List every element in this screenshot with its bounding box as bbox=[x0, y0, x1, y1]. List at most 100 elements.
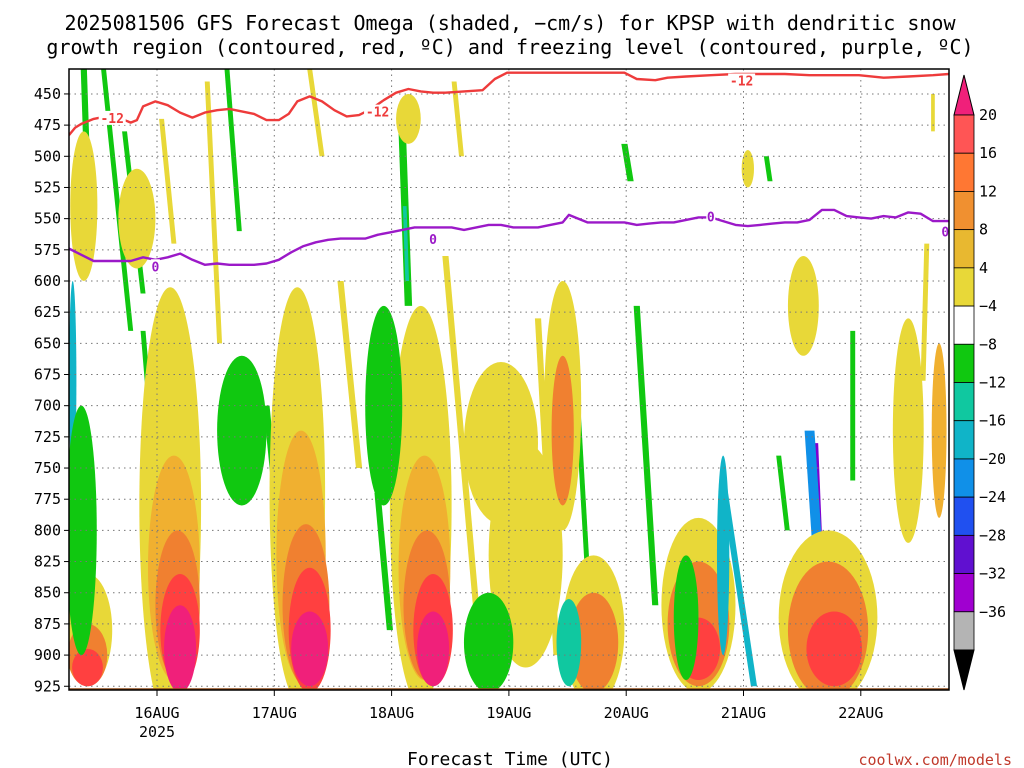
y-tick-label: 650 bbox=[34, 334, 61, 352]
y-tick-label: 725 bbox=[34, 428, 61, 446]
contour-label: 0 bbox=[429, 233, 437, 248]
x-tick-label: 19AUG bbox=[486, 704, 531, 722]
colorbar-label: −36 bbox=[979, 603, 1006, 621]
colorbar-segment bbox=[953, 458, 975, 498]
contour-label: 0 bbox=[151, 260, 159, 275]
omega-streak-6 bbox=[763, 156, 773, 182]
contour-label: -12 bbox=[100, 112, 123, 127]
contour-label-bg bbox=[150, 259, 160, 274]
colorbar-label: 8 bbox=[979, 221, 988, 239]
omega-blob-4 bbox=[164, 605, 197, 690]
y-tick-label: 900 bbox=[34, 646, 61, 664]
plot-area: -12 -12 -12 0 0 0 0 bbox=[68, 68, 950, 691]
y-tick-label: 825 bbox=[34, 553, 61, 571]
omega-streak-5 bbox=[402, 206, 410, 281]
y-tick-label: 775 bbox=[34, 490, 61, 508]
colorbar-segment bbox=[953, 611, 975, 651]
y-axis-ticks: 450 475 500 525 550 575 600 625 650 675 700 725 750 7… bbox=[34, 85, 69, 695]
temperature-contours: -12 -12 -12 0 0 0 0 bbox=[69, 71, 949, 275]
colorbar-label: −4 bbox=[979, 297, 997, 315]
colorbar-bottom-arrow bbox=[953, 649, 975, 691]
colorbar-segment bbox=[953, 382, 975, 422]
colorbar-label: −20 bbox=[979, 450, 1006, 468]
omega-streak-22 bbox=[307, 69, 325, 157]
colorbar-label: 12 bbox=[979, 182, 997, 200]
y-tick-label: 475 bbox=[34, 116, 61, 134]
x-tick-year: 2025 bbox=[139, 723, 175, 741]
x-tick-label: 21AUG bbox=[721, 704, 766, 722]
x-axis-label: Forecast Time (UTC) bbox=[407, 749, 613, 768]
y-tick-label: 850 bbox=[34, 584, 61, 602]
colorbar-segment bbox=[953, 343, 975, 383]
y-tick-label: 550 bbox=[34, 210, 61, 228]
colorbar-label: −24 bbox=[979, 488, 1006, 506]
contour-label-bg bbox=[364, 104, 392, 119]
omega-blob-17 bbox=[72, 648, 103, 687]
omega-blob-38 bbox=[716, 455, 730, 656]
colorbar-segment bbox=[953, 496, 975, 536]
omega-blob-30 bbox=[892, 318, 924, 543]
omega-blob-42 bbox=[118, 168, 156, 269]
omega-streak-25 bbox=[451, 81, 464, 157]
y-tick-label: 700 bbox=[34, 397, 61, 415]
x-tick-label: 20AUG bbox=[604, 704, 649, 722]
omega-shading bbox=[69, 69, 947, 690]
omega-blob-27 bbox=[806, 611, 862, 687]
omega-blob-14 bbox=[417, 611, 450, 687]
omega-blob-43 bbox=[787, 256, 819, 356]
omega-streak-15 bbox=[850, 330, 856, 481]
x-tick-label: 17AUG bbox=[252, 704, 297, 722]
y-tick-label: 750 bbox=[34, 459, 61, 477]
x-tick-label: 18AUG bbox=[369, 704, 414, 722]
contour-label-bg bbox=[428, 231, 438, 246]
omega-blob-35 bbox=[463, 592, 514, 690]
x-tick-label: 22AUG bbox=[838, 704, 883, 722]
contour-line-freezing-level bbox=[69, 208, 949, 266]
grid-lines bbox=[69, 69, 949, 690]
omega-blob-19 bbox=[551, 355, 574, 506]
omega-streak-16 bbox=[920, 243, 930, 381]
omega-streak-17 bbox=[776, 455, 790, 531]
colorbar-segment bbox=[953, 229, 975, 269]
chart-title-line-1: 2025081506 GFS Forecast Omega (shaded, −… bbox=[64, 11, 956, 35]
colorbar-segment bbox=[953, 267, 975, 307]
omega-blob-29 bbox=[463, 362, 539, 525]
y-tick-label: 500 bbox=[34, 147, 61, 165]
colorbar-label: 16 bbox=[979, 144, 997, 162]
contour-label-bg bbox=[940, 224, 949, 239]
contour-label: -12 bbox=[366, 106, 389, 121]
colorbar-label: −28 bbox=[979, 526, 1006, 544]
chart-title-line-2: growth region (contoured, red, ºC) and f… bbox=[46, 35, 973, 59]
y-tick-label: 875 bbox=[34, 615, 61, 633]
colorbar-label: 4 bbox=[979, 259, 988, 277]
omega-blob-33 bbox=[217, 355, 267, 506]
omega-blob-44 bbox=[741, 150, 754, 188]
colorbar-segment bbox=[953, 420, 975, 460]
y-tick-label: 450 bbox=[34, 85, 61, 103]
omega-streak-24 bbox=[204, 81, 223, 344]
contour-label-bg bbox=[706, 209, 716, 224]
colorbar-segment bbox=[953, 114, 975, 154]
colorbar-label: −32 bbox=[979, 565, 1006, 583]
omega-streak-7 bbox=[931, 93, 935, 132]
colorbar-segment bbox=[953, 191, 975, 231]
y-tick-label: 800 bbox=[34, 521, 61, 539]
omega-streak-12 bbox=[442, 256, 486, 681]
colorbar-label: 20 bbox=[979, 106, 997, 124]
colorbar-segment bbox=[953, 152, 975, 192]
omega-blob-32 bbox=[70, 131, 98, 281]
colorbar-segment bbox=[953, 534, 975, 574]
colorbar: 20 16 12 8 4 −4 −8 −12 −16 −20 −24 −28 −32 −36 bbox=[953, 74, 1006, 691]
y-tick-label: 600 bbox=[34, 272, 61, 290]
omega-blob-41 bbox=[396, 93, 421, 144]
omega-blob-37 bbox=[673, 555, 699, 681]
colorbar-label: −12 bbox=[979, 374, 1006, 392]
ground-band bbox=[69, 688, 949, 690]
ground-fill bbox=[69, 688, 949, 690]
colorbar-label: −8 bbox=[979, 335, 997, 353]
x-tick-label: 16AUG bbox=[134, 704, 179, 722]
omega-blob-31 bbox=[931, 343, 947, 518]
y-tick-label: 925 bbox=[34, 677, 61, 695]
